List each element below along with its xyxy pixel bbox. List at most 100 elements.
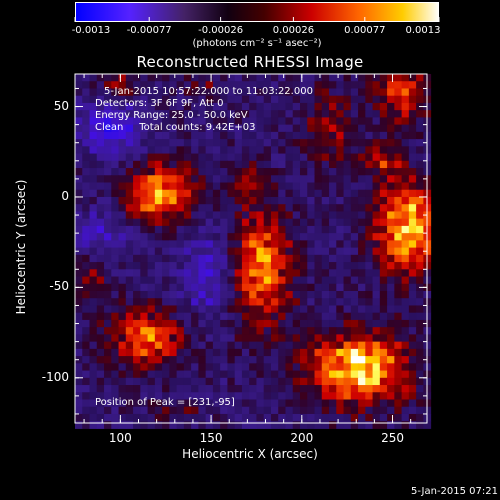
heatmap-cell: [350, 298, 359, 306]
heatmap-cell: [299, 406, 308, 415]
heatmap-cell: [125, 385, 134, 393]
heatmap-cell: [256, 139, 265, 147]
heatmap-cell: [227, 305, 236, 314]
heatmap-cell: [278, 319, 286, 328]
heatmap-cell: [336, 153, 345, 162]
heatmap-cell: [147, 305, 156, 314]
heatmap-cell: [329, 406, 337, 415]
heatmap-cell: [263, 319, 272, 328]
heatmap-cell: [82, 262, 91, 270]
heatmap-cell: [408, 225, 417, 234]
heatmap-cell: [176, 160, 185, 169]
heatmap-cell: [329, 370, 337, 379]
heatmap-cell: [263, 312, 272, 321]
heatmap-cell: [256, 406, 265, 415]
heatmap-cell: [408, 211, 417, 220]
heatmap-cell: [220, 117, 228, 126]
heatmap-cell: [256, 102, 265, 111]
heatmap-cell: [387, 131, 395, 140]
heatmap-cell: [343, 168, 352, 176]
heatmap-cell: [227, 146, 236, 155]
heatmap-cell: [125, 327, 134, 335]
heatmap-cell: [278, 182, 286, 191]
colorbar: [75, 2, 439, 22]
heatmap-cell: [118, 262, 127, 270]
heatmap-cell: [125, 413, 134, 422]
heatmap-cell: [241, 276, 250, 285]
heatmap-cell: [299, 233, 308, 241]
heatmap-cell: [416, 247, 424, 256]
heatmap-cell: [241, 370, 250, 379]
heatmap-cell: [96, 160, 105, 169]
heatmap-cell: [358, 319, 366, 328]
heatmap-cell: [191, 139, 199, 147]
heatmap-cell: [234, 182, 243, 191]
heatmap-cell: [82, 377, 91, 386]
heatmap-cell: [285, 196, 294, 205]
heatmap-cell: [198, 385, 207, 393]
heatmap-cell: [212, 139, 221, 147]
heatmap-cell: [89, 139, 98, 147]
heatmap-cell: [104, 413, 112, 422]
heatmap-cell: [205, 392, 214, 400]
heatmap-cell: [408, 102, 417, 111]
heatmap-cell: [379, 370, 388, 379]
heatmap-cell: [133, 413, 141, 422]
heatmap-cell: [111, 254, 120, 263]
colorbar-tick-label: 0.0013: [405, 25, 441, 36]
heatmap-cell: [162, 160, 170, 169]
heatmap-cell: [198, 204, 207, 212]
heatmap-cell: [387, 124, 395, 133]
heatmap-cell: [329, 168, 337, 176]
heatmap-cell: [292, 385, 301, 393]
heatmap-cell: [379, 298, 388, 306]
heatmap-cell: [343, 225, 352, 234]
heatmap-cell: [336, 262, 345, 270]
heatmap-cell: [307, 392, 316, 400]
heatmap-cell: [205, 276, 214, 285]
heatmap-cell: [278, 370, 286, 379]
heatmap-cell: [162, 283, 170, 292]
heatmap-cell: [358, 182, 366, 191]
heatmap-cell: [365, 262, 374, 270]
heatmap-cell: [292, 117, 301, 126]
heatmap-cell: [183, 139, 192, 147]
heatmap-cell: [292, 74, 301, 82]
heatmap-cell: [379, 327, 388, 335]
heatmap-cell: [227, 81, 236, 89]
heatmap-cell: [176, 139, 185, 147]
heatmap-cell: [372, 348, 381, 357]
heatmap-cell: [198, 131, 207, 140]
heatmap-cell: [314, 153, 323, 162]
heatmap-cell: [111, 225, 120, 234]
heatmap-cell: [220, 146, 228, 155]
heatmap-cell: [270, 421, 279, 429]
heatmap-cell: [321, 160, 330, 169]
heatmap-cell: [350, 189, 359, 198]
heatmap-cell: [212, 182, 221, 191]
heatmap-cell: [89, 406, 98, 415]
heatmap-cell: [75, 218, 83, 227]
heatmap-cell: [96, 363, 105, 372]
heatmap-cell: [292, 421, 301, 429]
heatmap-cell: [212, 218, 221, 227]
heatmap-cell: [394, 182, 403, 191]
heatmap-cell: [350, 139, 359, 147]
heatmap-cell: [140, 131, 149, 140]
heatmap-cell: [387, 218, 395, 227]
heatmap-cell: [111, 319, 120, 328]
heatmap-cell: [292, 196, 301, 205]
heatmap-cell: [299, 225, 308, 234]
heatmap-cell: [278, 363, 286, 372]
heatmap-cell: [321, 81, 330, 89]
heatmap-cell: [358, 348, 366, 357]
y-tick-label: 50: [53, 98, 69, 113]
heatmap-cell: [198, 240, 207, 249]
heatmap-cell: [96, 233, 105, 241]
heatmap-cell: [401, 370, 410, 379]
heatmap-cell: [220, 254, 228, 263]
heatmap-cell: [241, 421, 250, 429]
heatmap-cell: [256, 385, 265, 393]
heatmap-cell: [270, 413, 279, 422]
heatmap-cell: [299, 385, 308, 393]
